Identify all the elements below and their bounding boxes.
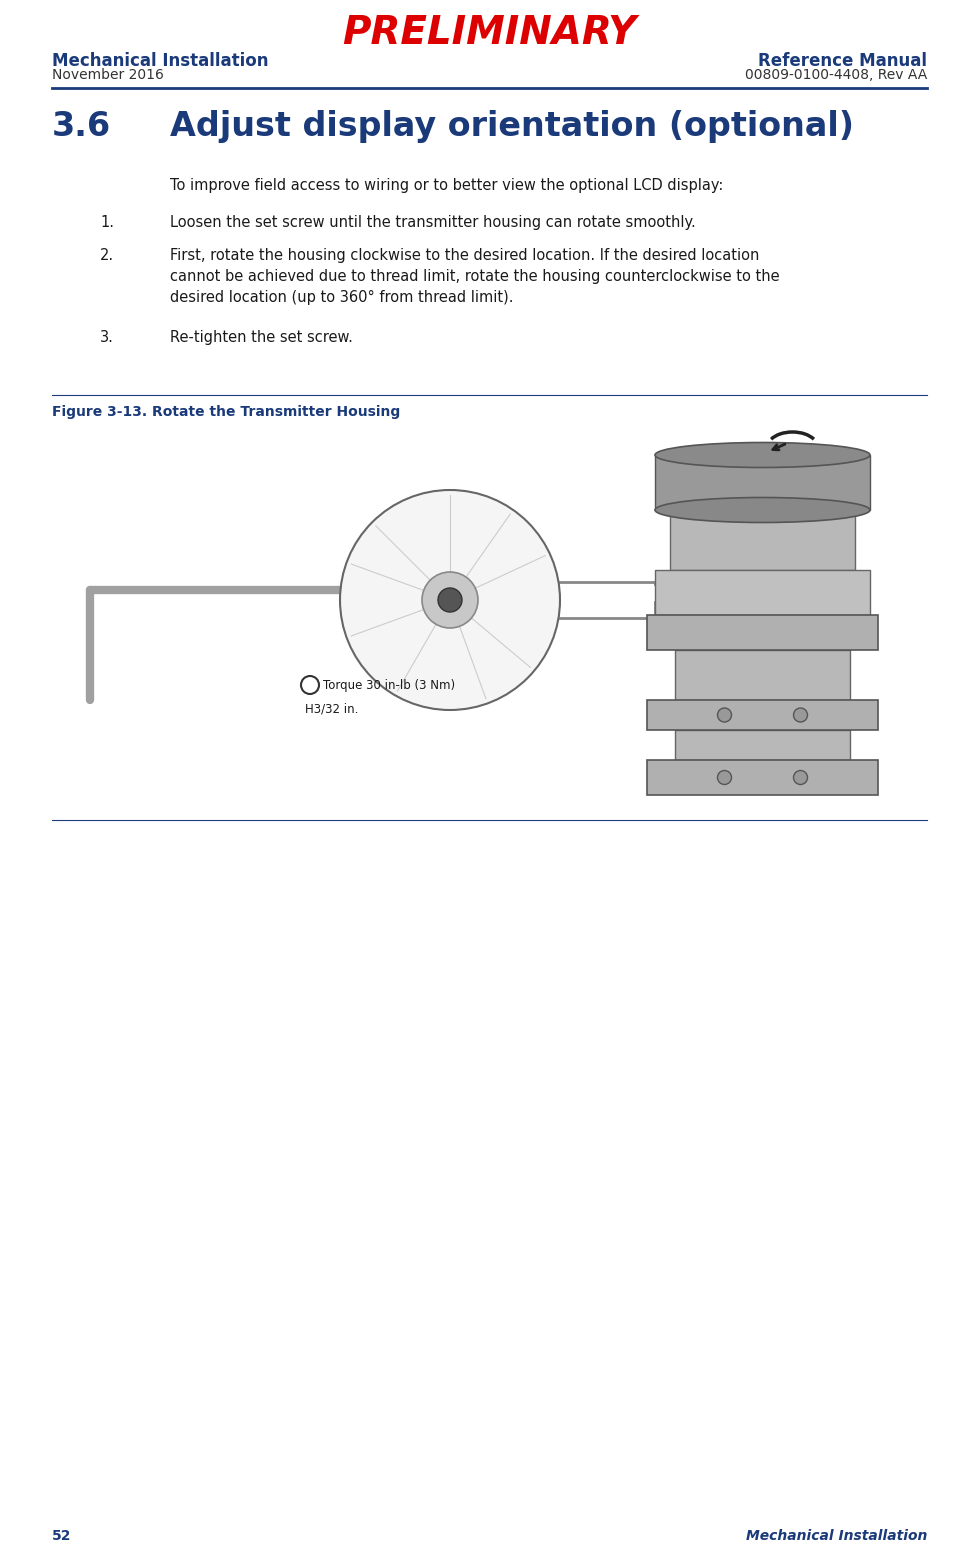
Bar (674, 730, 849, 759)
Bar (674, 651, 849, 700)
Text: First, rotate the housing clockwise to the desired location. If the desired loca: First, rotate the housing clockwise to t… (170, 248, 778, 304)
Bar (654, 570, 869, 615)
Circle shape (300, 676, 319, 694)
Bar (654, 455, 869, 509)
Circle shape (437, 589, 462, 612)
Circle shape (717, 708, 731, 722)
Text: Figure 3-13. Rotate the Transmitter Housing: Figure 3-13. Rotate the Transmitter Hous… (52, 405, 400, 419)
Text: 52: 52 (52, 1530, 71, 1544)
Text: Mechanical Installation: Mechanical Installation (52, 51, 268, 70)
Text: PRELIMINARY: PRELIMINARY (342, 14, 636, 51)
Circle shape (339, 491, 559, 710)
Text: November 2016: November 2016 (52, 68, 163, 82)
Text: 00809-0100-4408, Rev AA: 00809-0100-4408, Rev AA (744, 68, 926, 82)
Text: 3.6: 3.6 (52, 110, 111, 143)
Ellipse shape (654, 443, 869, 467)
Text: Mechanical Installation: Mechanical Installation (745, 1530, 926, 1544)
Circle shape (793, 708, 807, 722)
Bar (646, 759, 877, 795)
Bar (646, 700, 877, 730)
Text: H3/32 in.: H3/32 in. (305, 702, 358, 714)
Ellipse shape (654, 497, 869, 522)
Bar (646, 615, 877, 651)
Text: Loosen the set screw until the transmitter housing can rotate smoothly.: Loosen the set screw until the transmitt… (170, 214, 695, 230)
Text: 2.: 2. (100, 248, 114, 262)
Bar (669, 509, 854, 570)
Text: Reference Manual: Reference Manual (757, 51, 926, 70)
Text: Re-tighten the set screw.: Re-tighten the set screw. (170, 329, 352, 345)
Circle shape (87, 587, 93, 593)
Circle shape (422, 572, 477, 627)
Text: 1.: 1. (100, 214, 113, 230)
Circle shape (717, 770, 731, 784)
Text: Adjust display orientation (optional): Adjust display orientation (optional) (170, 110, 853, 143)
Text: To improve field access to wiring or to better view the optional LCD display:: To improve field access to wiring or to … (170, 179, 723, 193)
Circle shape (793, 770, 807, 784)
Text: 3.: 3. (100, 329, 113, 345)
Text: Torque 30 in-lb (3 Nm): Torque 30 in-lb (3 Nm) (323, 679, 455, 691)
